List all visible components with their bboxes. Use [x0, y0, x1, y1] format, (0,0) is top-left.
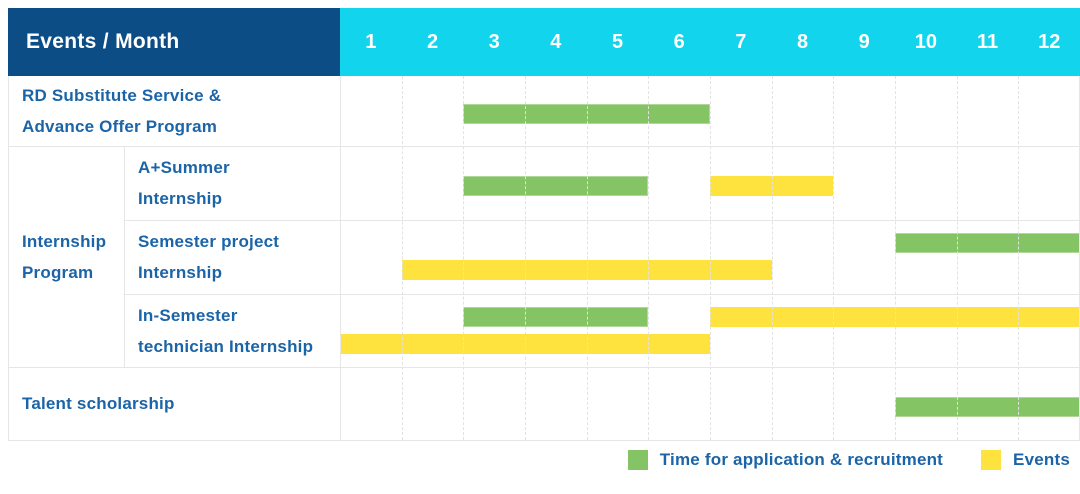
row-divider: [8, 146, 1080, 147]
events-month-header-cell: Events / Month: [8, 8, 340, 76]
legend-event-label: Events: [1013, 450, 1070, 469]
month-header-3: 3: [488, 30, 500, 53]
row-label-line: Internship: [138, 189, 223, 208]
bar-application: [463, 307, 649, 327]
month-gridline: [586, 76, 588, 440]
events-month-header-label: Events / Month: [26, 30, 180, 53]
row-label-line: A+Summer: [138, 158, 230, 177]
month-header-5: 5: [611, 30, 624, 53]
column-divider: [340, 76, 341, 440]
bar-application: [895, 233, 1080, 253]
month-gridline: [895, 76, 896, 440]
month-header-9: 9: [858, 30, 870, 53]
legend-application-label: Time for application & recruitment: [659, 450, 944, 469]
month-header-6: 6: [673, 30, 685, 53]
month-gridline: [833, 76, 835, 440]
row-label-line: Semester project: [138, 232, 280, 251]
month-gridline: [1018, 76, 1020, 440]
month-header-12: 12: [1038, 30, 1061, 53]
row-divider: [8, 367, 1080, 368]
row-divider: [124, 220, 1080, 221]
column-divider: [124, 146, 125, 367]
legend-event-swatch: [981, 450, 1002, 470]
legend-application-swatch: [627, 450, 648, 470]
month-gridline: [401, 76, 403, 440]
month-gridline: [648, 76, 650, 440]
month-gridline: [710, 76, 711, 440]
month-gridline: [525, 76, 526, 440]
row-label-line: Advance Offer Program: [22, 117, 218, 136]
month-gridline: [956, 76, 958, 440]
row-label-line: Internship: [138, 263, 223, 282]
row-label-3: Semester project Internship: [124, 220, 340, 294]
row-label-5: Talent scholarship: [8, 367, 340, 440]
month-gridline: [771, 76, 773, 440]
month-header-4: 4: [550, 30, 562, 53]
row-label-2: A+Summer Internship: [124, 146, 340, 220]
bar-application: [895, 396, 1080, 417]
month-header-1: 1: [365, 30, 377, 53]
row-divider: [124, 294, 1080, 295]
group-label-line: Internship: [22, 231, 107, 251]
month-header-7: 7: [735, 30, 747, 53]
row-divider: [8, 440, 1080, 441]
group-label-internship-program: Internship Program: [8, 146, 124, 367]
row-label-4: In-Semester technician Internship: [124, 294, 340, 367]
month-header-11: 11: [976, 30, 999, 53]
legend: Time for application & recruitment Event…: [627, 450, 1070, 470]
column-divider: [8, 76, 9, 440]
row-label-line: Talent scholarship: [22, 394, 175, 413]
month-header-row: 1 2 3 4 5 6 7 8 9 10 11 12: [340, 8, 1080, 76]
row-label-line: In-Semester: [138, 305, 238, 325]
row-label-line: technician Internship: [138, 336, 314, 356]
month-header-2: 2: [426, 30, 439, 53]
bar-application: [463, 176, 649, 196]
group-label-line: Program: [22, 262, 94, 282]
row-label-1: RD Substitute Service & Advance Offer Pro…: [8, 76, 340, 146]
row-label-line: RD Substitute Service &: [22, 86, 222, 105]
month-header-10: 10: [914, 30, 937, 53]
month-header-8: 8: [796, 30, 809, 53]
month-gridline: [463, 76, 465, 440]
